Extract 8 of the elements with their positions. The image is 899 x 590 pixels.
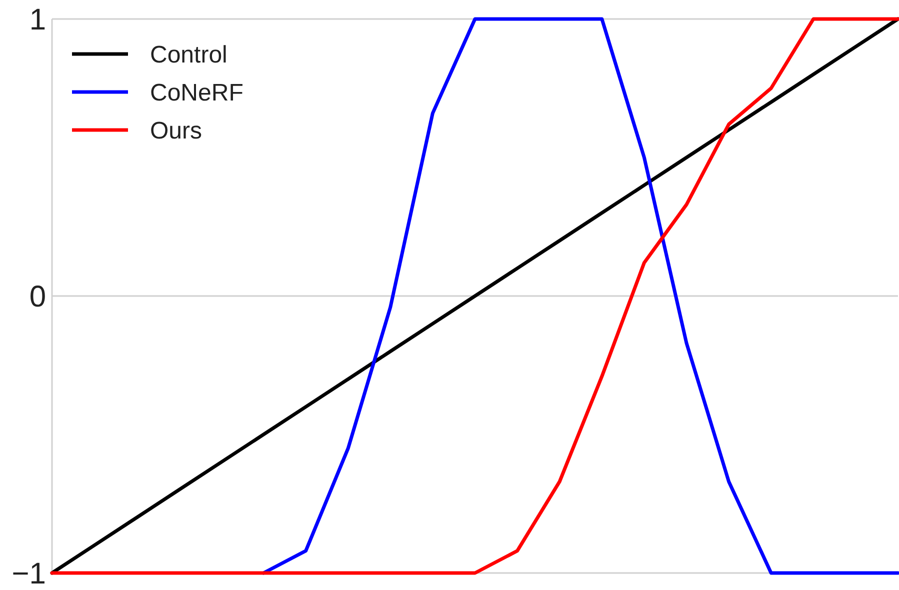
line-series [50,17,899,575]
y-tick-label: 0 [29,280,46,314]
line-series [262,17,899,575]
legend-label: Control [150,41,228,68]
legend-label: CoNeRF [150,79,244,106]
y-tick-label: −1 [12,558,46,590]
y-tick-label: 1 [29,4,46,36]
legend-label: Ours [150,117,202,144]
